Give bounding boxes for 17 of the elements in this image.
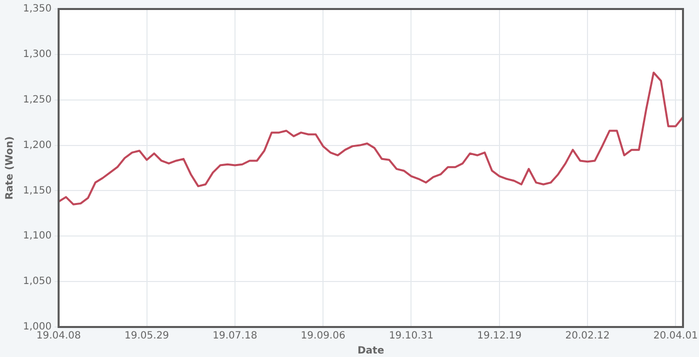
y-tick-label: 1,100: [22, 230, 52, 242]
x-tick-label: 20.02.12: [565, 330, 610, 342]
x-axis-title: Date: [358, 346, 384, 357]
x-tick-label: 19.05.29: [124, 330, 170, 342]
x-tick-label: 19.07.18: [212, 330, 258, 342]
x-tick-label: 19.12.19: [477, 330, 522, 342]
x-tick-label: 19.10.31: [388, 330, 434, 342]
x-tick-label: 19.04.08: [36, 330, 81, 342]
y-tick-label: 1,050: [22, 276, 52, 288]
y-tick-label: 1,250: [22, 94, 52, 106]
y-tick-label: 1,300: [22, 49, 52, 60]
y-axis-title: Rate (Won): [4, 136, 16, 200]
x-tick-label: 19.09.06: [300, 330, 346, 342]
y-tick-label: 1,350: [22, 4, 52, 15]
y-tick-label: 1,200: [22, 140, 52, 151]
y-tick-label: 1,150: [22, 185, 52, 196]
x-tick-label: 20.04.01: [653, 330, 698, 342]
